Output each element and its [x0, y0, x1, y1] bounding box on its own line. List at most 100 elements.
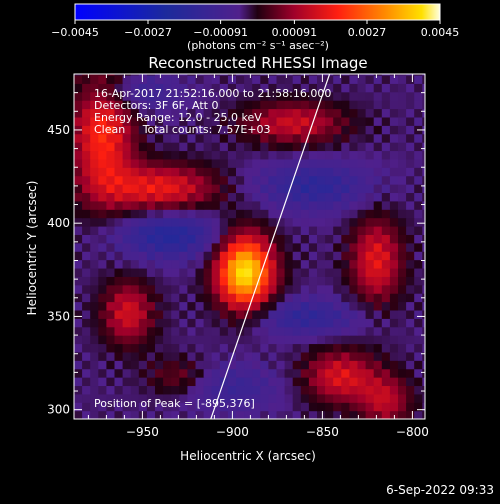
heatmap-cell — [365, 217, 375, 227]
heatmap-cell — [114, 276, 124, 286]
heatmap-cell — [325, 234, 334, 244]
heatmap-cell — [211, 217, 221, 227]
heatmap-cell — [146, 377, 156, 387]
heatmap-cell — [365, 125, 375, 135]
heatmap-cell — [349, 175, 359, 185]
heatmap-cell — [219, 108, 229, 118]
heatmap-cell — [292, 184, 302, 194]
heatmap-cell — [98, 393, 107, 403]
heatmap-cell — [398, 142, 407, 152]
heatmap-cell — [357, 276, 367, 286]
heatmap-cell — [284, 217, 294, 227]
heatmap-cell — [227, 234, 237, 244]
heatmap-cell — [422, 368, 425, 378]
heatmap-cell — [414, 200, 423, 210]
heatmap-cell — [333, 142, 342, 152]
heatmap-cell — [325, 150, 334, 160]
heatmap-cell — [138, 133, 148, 143]
heatmap-cell — [74, 133, 83, 143]
heatmap-cell — [155, 108, 164, 118]
colorbar-tick-label: 0.0027 — [348, 26, 387, 39]
heatmap-cell — [106, 116, 116, 126]
heatmap-cell — [155, 309, 164, 319]
heatmap-cell — [260, 393, 269, 403]
heatmap-cell — [244, 309, 253, 319]
heatmap-cell — [244, 209, 253, 219]
heatmap-cell — [122, 150, 132, 160]
heatmap-cell — [90, 91, 99, 101]
heatmap-cell — [333, 83, 342, 93]
heatmap-cell — [422, 74, 425, 84]
heatmap-cell — [308, 74, 318, 84]
heatmap-cell — [260, 276, 269, 286]
heatmap-cell — [195, 368, 205, 378]
heatmap-cell — [252, 393, 261, 403]
heatmap-cell — [333, 150, 342, 160]
heatmap-cell — [381, 267, 391, 277]
heatmap-cell — [122, 335, 132, 345]
heatmap-cell — [236, 225, 245, 235]
heatmap-cell — [389, 343, 399, 353]
heatmap-cell — [98, 217, 107, 227]
heatmap-cell — [163, 108, 172, 118]
heatmap-cell — [130, 284, 140, 294]
heatmap-cell — [203, 74, 213, 76]
heatmap-cell — [260, 343, 269, 353]
heatmap-cell — [422, 167, 425, 177]
heatmap-cell — [244, 259, 253, 269]
heatmap-cell — [163, 318, 172, 328]
heatmap-cell — [74, 402, 83, 412]
heatmap-cell — [325, 326, 334, 336]
heatmap-cell — [300, 402, 310, 412]
heatmap-cell — [292, 192, 302, 202]
heatmap-cell — [341, 360, 350, 370]
heatmap-cell — [90, 234, 99, 244]
heatmap-cell — [414, 234, 423, 244]
heatmap-cell — [398, 108, 407, 118]
heatmap-cell — [284, 402, 294, 412]
heatmap-cell — [163, 402, 172, 412]
heatmap-cell — [284, 91, 294, 101]
heatmap-cell — [244, 74, 253, 84]
heatmap-cell — [130, 217, 140, 227]
heatmap-cell — [381, 192, 391, 202]
heatmap-cell — [211, 83, 221, 93]
heatmap-cell — [284, 343, 294, 353]
heatmap-cell — [203, 318, 213, 328]
heatmap-cell — [187, 259, 197, 269]
heatmap-cell — [284, 301, 294, 311]
heatmap-cell — [130, 318, 140, 328]
heatmap-cell — [138, 326, 148, 336]
heatmap-cell — [341, 200, 350, 210]
heatmap-cell — [381, 301, 391, 311]
heatmap-cell — [373, 318, 383, 328]
heatmap-cell — [138, 293, 148, 303]
heatmap-cell — [357, 116, 367, 126]
heatmap-cell — [308, 284, 318, 294]
heatmap-cell — [138, 318, 148, 328]
heatmap-cell — [187, 251, 197, 261]
heatmap-cell — [195, 402, 205, 412]
heatmap-cell — [138, 234, 148, 244]
heatmap-cell — [292, 301, 302, 311]
heatmap-cell — [227, 326, 237, 336]
heatmap-cell — [138, 368, 148, 378]
heatmap-cell — [163, 133, 172, 143]
heatmap-cell — [122, 360, 132, 370]
heatmap-cell — [244, 393, 253, 403]
heatmap-cell — [138, 225, 148, 235]
heatmap-cell — [292, 74, 302, 84]
heatmap-cell — [106, 192, 116, 202]
heatmap-cell — [414, 377, 423, 387]
heatmap-cell — [365, 192, 375, 202]
heatmap-cell — [163, 83, 172, 93]
heatmap-cell — [381, 184, 391, 194]
heatmap-cell — [106, 158, 116, 168]
heatmap-cell — [236, 267, 245, 277]
heatmap-cell — [146, 284, 156, 294]
heatmap-cell — [268, 343, 278, 353]
heatmap-cell — [146, 167, 156, 177]
heatmap-cell — [179, 74, 188, 84]
heatmap-cell — [106, 209, 116, 219]
heatmap-cell — [422, 225, 425, 235]
